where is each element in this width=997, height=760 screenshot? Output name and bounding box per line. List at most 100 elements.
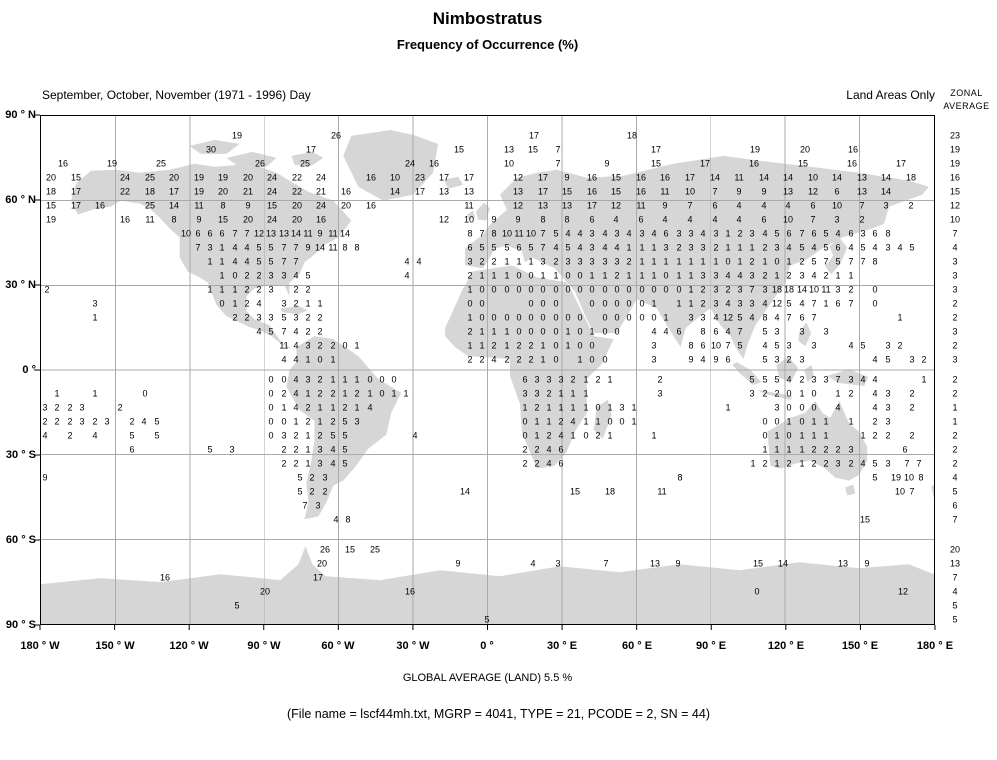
zonal-average-value: 3: [952, 270, 958, 281]
grid-value: 6: [589, 214, 595, 225]
grid-value: 3: [104, 416, 110, 427]
grid-value: 0: [553, 312, 559, 323]
grid-value: 2: [762, 388, 768, 399]
lat-axis-label: 0 °: [22, 364, 36, 376]
grid-value: 1: [583, 402, 589, 413]
grid-value: 0: [786, 388, 792, 399]
grid-value: 5: [297, 486, 303, 497]
grid-value: 17: [463, 172, 475, 183]
grid-value: 0: [774, 256, 780, 267]
zonal-average-value: 3: [952, 354, 958, 365]
grid-value: 2: [256, 284, 262, 295]
grid-value: 2: [309, 486, 315, 497]
grid-value: 6: [834, 186, 840, 197]
file-info-label: (File name = lscf44mh.txt, MGRP = 4041, …: [287, 707, 710, 721]
grid-value: 14: [290, 228, 302, 239]
grid-value: 0: [589, 340, 595, 351]
grid-value: 3: [749, 298, 755, 309]
grid-value: 2: [244, 298, 250, 309]
grid-value: 20: [168, 172, 180, 183]
grid-value: 8: [918, 472, 924, 483]
grid-value: 10: [389, 172, 401, 183]
grid-value: 5: [342, 458, 348, 469]
grid-value: 20: [340, 200, 352, 211]
grid-value: 0: [614, 326, 620, 337]
grid-value: 9: [455, 558, 461, 569]
grid-value: 2: [67, 430, 73, 441]
grid-value: 16: [404, 586, 416, 597]
grid-value: 4: [281, 354, 287, 365]
landmass-north-america: [70, 163, 352, 351]
grid-value: 1: [219, 270, 225, 281]
grid-value: 3: [534, 388, 540, 399]
grid-value: 2: [872, 430, 878, 441]
grid-value: 4: [725, 298, 731, 309]
grid-value: 2: [293, 444, 299, 455]
grid-value: 10: [807, 172, 819, 183]
grid-value: 1: [688, 270, 694, 281]
grid-value: 15: [217, 214, 229, 225]
grid-value: 10: [710, 340, 722, 351]
grid-value: 4: [244, 242, 250, 253]
grid-value: 1: [330, 354, 336, 365]
grid-value: 2: [921, 354, 927, 365]
grid-value: 1: [342, 388, 348, 399]
grid-value: 15: [70, 172, 82, 183]
grid-value: 3: [737, 298, 743, 309]
grid-value: 5: [154, 416, 160, 427]
grid-value: 9: [761, 186, 767, 197]
grid-value: 4: [848, 242, 854, 253]
grid-value: 3: [799, 354, 805, 365]
grid-value: 1: [897, 312, 903, 323]
grid-value: 0: [522, 416, 528, 427]
grid-value: 0: [565, 270, 571, 281]
grid-value: 3: [305, 340, 311, 351]
grid-value: 3: [651, 340, 657, 351]
grid-value: 1: [305, 354, 311, 365]
grid-value: 2: [725, 284, 731, 295]
grid-value: 4: [602, 228, 608, 239]
grid-value: 0: [799, 402, 805, 413]
grid-value: 5: [737, 340, 743, 351]
grid-value: 1: [546, 402, 552, 413]
grid-value: 9: [515, 214, 521, 225]
grid-value: 2: [522, 458, 528, 469]
grid-value: 2: [823, 444, 829, 455]
grid-value: 14: [880, 172, 892, 183]
grid-value: 0: [589, 354, 595, 365]
grid-value: 4: [256, 298, 262, 309]
map-frame: [40, 115, 935, 625]
grid-value: 13: [649, 558, 661, 569]
grid-value: 0: [577, 312, 583, 323]
grid-value: 1: [762, 444, 768, 455]
grid-value: 2: [244, 284, 250, 295]
grid-value: 4: [613, 214, 619, 225]
grid-value: 1: [631, 402, 637, 413]
grid-value: 1: [504, 326, 510, 337]
landmass-new-zealand: [931, 485, 934, 499]
grid-value: 1: [305, 430, 311, 441]
grid-value: 0: [811, 388, 817, 399]
grid-value: 3: [885, 242, 891, 253]
grid-value: 9: [491, 214, 497, 225]
grid-value: 4: [558, 430, 564, 441]
graticule-gridlines: [41, 116, 934, 624]
grid-value: 11: [194, 200, 204, 211]
grid-value: 2: [595, 430, 601, 441]
grid-value: 7: [823, 256, 829, 267]
grid-value: 2: [504, 354, 510, 365]
grid-value: 4: [42, 430, 48, 441]
grid-value: 4: [811, 270, 817, 281]
grid-value: 3: [700, 312, 706, 323]
grid-value: 18: [905, 172, 917, 183]
grid-value: 0: [142, 388, 148, 399]
grid-value: 3: [92, 298, 98, 309]
grid-value: 2: [872, 416, 878, 427]
grid-value: 0: [268, 374, 274, 385]
grid-value: 2: [244, 312, 250, 323]
grid-value: 1: [848, 416, 854, 427]
grid-value: 2: [293, 284, 299, 295]
grid-value: 5: [342, 444, 348, 455]
landmass-ireland: [467, 210, 476, 220]
